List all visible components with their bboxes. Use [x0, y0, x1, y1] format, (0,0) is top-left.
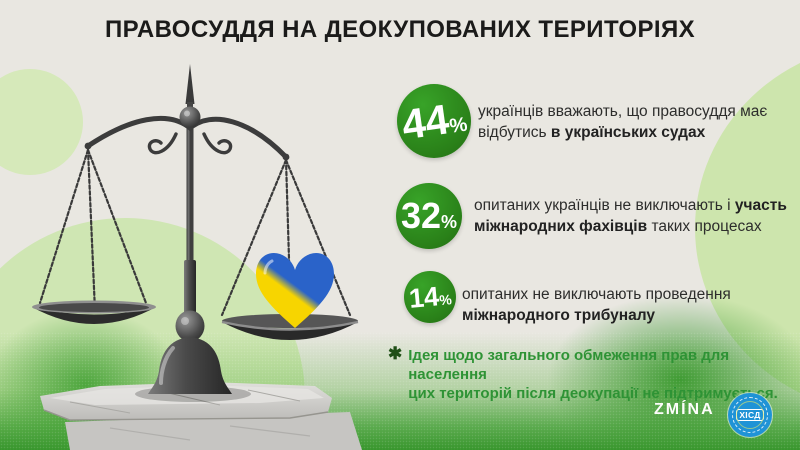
scale-beam [84, 64, 290, 161]
stat-line-bold: міжнародних фахівців [474, 218, 648, 235]
stat-line-bold: участь [734, 197, 787, 214]
stat-text-14: опитаних не виключають проведення міжнар… [462, 284, 731, 326]
stat-line: опитаних українців не виключають і [474, 197, 735, 214]
stat-percent-sign: % [438, 290, 453, 308]
scale-chains [38, 148, 352, 327]
ukraine-flag-heart [256, 252, 334, 328]
hisd-logo-ring-text [732, 397, 768, 433]
left-pan [32, 300, 156, 324]
page-title: ПРАВОСУДДЯ НА ДЕОКУПОВАНИХ ТЕРИТОРІЯХ [104, 16, 696, 43]
stat-line: відбутись [478, 124, 551, 141]
stat-circle-32: 32 % [396, 183, 462, 249]
stat-line: таких процесах [647, 218, 762, 235]
stat-value: 44 [398, 95, 452, 149]
stat-line: українців вважають, що правосуддя має [478, 103, 768, 120]
top-ball [179, 106, 201, 128]
stat-circle-14: 14 % [404, 271, 456, 323]
stat-text-32: опитаних українців не виключають і участ… [474, 195, 787, 237]
footnote-line: Ідея щодо загального обмеження прав для … [408, 347, 730, 383]
footnote-text: Ідея щодо загального обмеження прав для … [408, 346, 800, 403]
stat-line-bold: міжнародного трибуналу [462, 307, 655, 324]
scale-base [148, 310, 232, 394]
zmina-logo: ZMÍNA [654, 401, 715, 418]
right-pan [221, 252, 359, 340]
balance-scale-illustration [32, 64, 362, 450]
stat-value: 32 [400, 195, 442, 236]
stat-value: 14 [407, 280, 441, 314]
scale-pole [184, 124, 196, 322]
stat-line-bold: в українських судах [550, 124, 706, 141]
footnote: ✱ Ідея щодо загального обмеження прав дл… [388, 344, 800, 403]
hisd-logo: ХІСД [728, 393, 772, 437]
green-blob-top-left [0, 69, 83, 175]
stat-line: опитаних не виключають проведення [462, 286, 731, 303]
spike-finial [185, 64, 195, 104]
stat-text-44: українців вважають, що правосуддя має ві… [478, 101, 767, 143]
hisd-logo-inner-ring [736, 401, 764, 429]
asterisk-icon: ✱ [388, 344, 403, 363]
stat-circle-44: 44 % [397, 84, 471, 158]
stat-percent-sign: % [447, 113, 469, 138]
footnote-line: цих територій після деокупації не підтри… [408, 385, 778, 402]
stone-pedestal [40, 382, 362, 450]
stat-percent-sign: % [441, 212, 458, 232]
